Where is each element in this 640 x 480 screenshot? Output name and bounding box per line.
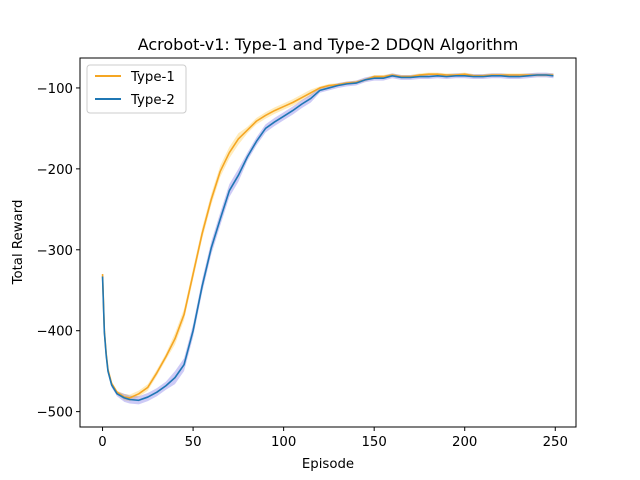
plot-frame [79, 57, 577, 428]
x-tick-label: 200 [452, 435, 477, 450]
x-tick-label: 150 [361, 435, 386, 450]
y-tick-label: −200 [36, 163, 73, 178]
y-axis-title: Total Reward [11, 200, 26, 286]
x-tick-label: 250 [543, 435, 568, 450]
legend-label-type-1: Type-1 [130, 70, 175, 85]
x-tick-label: 50 [185, 435, 202, 450]
series-line-type-1 [101, 73, 554, 399]
x-axis-ticks: 0 50 100 150 200 250 [98, 427, 568, 450]
series-lines [101, 73, 554, 402]
series-line-type-2 [101, 74, 554, 402]
y-tick-label: −100 [36, 82, 73, 97]
x-tick-label: 100 [271, 435, 296, 450]
y-tick-label: −500 [36, 406, 73, 421]
legend: Type-1 Type-2 [86, 64, 187, 114]
chart-title: Acrobot-v1: Type-1 and Type-2 DDQN Algor… [138, 35, 519, 54]
y-axis-ticks: −500 −400 −300 −200 −100 [36, 82, 80, 421]
y-tick-label: −300 [36, 244, 73, 259]
x-tick-label: 0 [98, 435, 106, 450]
legend-label-type-2: Type-2 [130, 93, 175, 108]
x-axis-title: Episode [302, 457, 354, 472]
y-tick-label: −400 [36, 325, 73, 340]
